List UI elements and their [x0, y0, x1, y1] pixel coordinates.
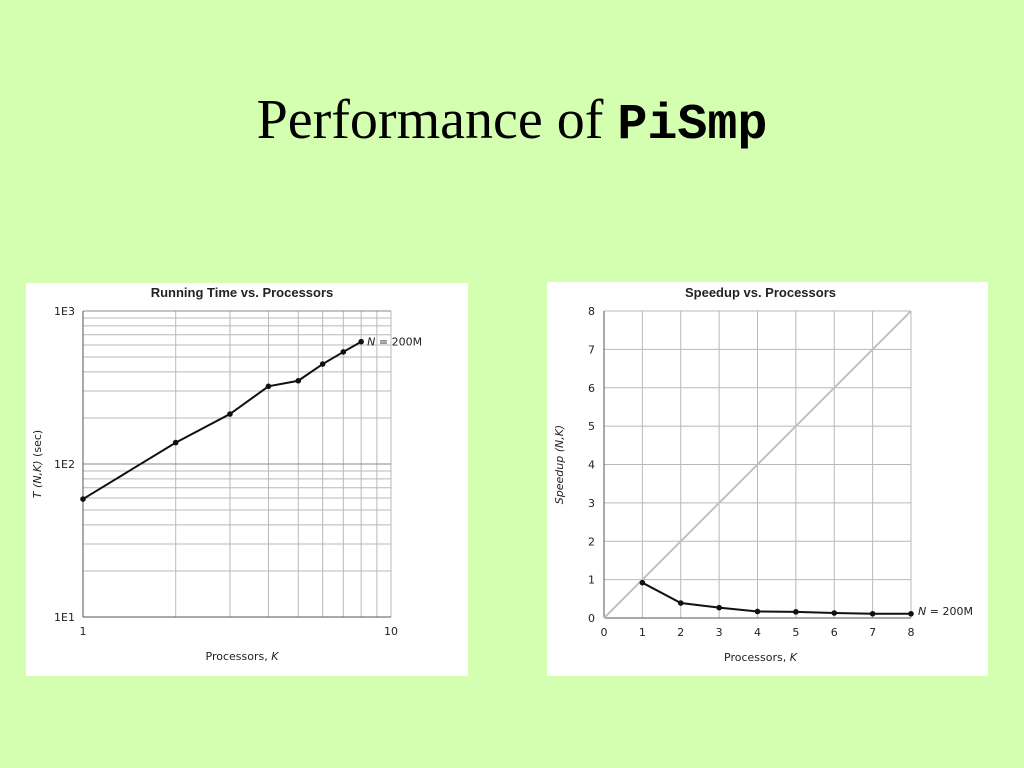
data-point	[172, 439, 179, 446]
x-tick-label: 4	[754, 626, 761, 639]
speedup-chart-panel: Speedup vs. Processors 0 1 2 3 4 5 6 7 8 0 1 2 3 4 5 6 7 8…	[547, 282, 988, 676]
data-point	[319, 361, 326, 367]
data-point	[295, 377, 302, 384]
data-point	[869, 610, 876, 617]
slide-title-code: PiSmp	[617, 97, 768, 154]
data-point	[677, 600, 684, 606]
ideal-speedup-line	[603, 310, 912, 619]
y-tick-label: 5	[588, 420, 595, 433]
speedup-chart: Speedup vs. Processors 0 1 2 3 4 5 6 7 8 0 1 2 3 4 5 6 7 8…	[553, 285, 973, 664]
data-point	[831, 610, 838, 616]
y-tick-label: 8	[588, 305, 595, 318]
x-tick-label: 3	[716, 626, 723, 639]
y-axis-label: Speedup (N,K)	[553, 425, 566, 504]
series-line	[641, 581, 911, 615]
data-point	[908, 610, 914, 617]
series-label: N = 200M	[918, 605, 973, 618]
y-tick-label: 7	[588, 343, 595, 356]
x-axis-label: Processors, K	[206, 650, 280, 663]
y-tick-label: 0	[588, 612, 595, 625]
x-tick-label: 1	[80, 625, 87, 638]
y-tick-label: 1E2	[54, 458, 75, 471]
x-tick-label: 8	[908, 626, 915, 639]
series-line	[82, 340, 362, 500]
running-time-chart-panel: Running Time vs. Processors 1E1 1E2 1E3 1 10 P…	[26, 283, 468, 676]
y-tick-label: 4	[588, 459, 595, 472]
y-axis-label: T (N,K) (sec)	[31, 430, 44, 498]
running-time-chart: Running Time vs. Processors 1E1 1E2 1E3 1 10 P…	[31, 285, 422, 663]
data-point	[227, 411, 233, 417]
x-tick-label: 7	[869, 626, 876, 639]
grid	[82, 310, 392, 618]
y-tick-label: 6	[588, 382, 595, 395]
data-point	[358, 338, 364, 345]
x-tick-label: 6	[831, 626, 838, 639]
y-tick-label: 2	[588, 535, 595, 548]
chart-title: Speedup vs. Processors	[685, 285, 836, 300]
x-tick-label: 5	[792, 626, 799, 639]
series-label: N = 200M	[367, 336, 422, 349]
x-tick-label: 1	[639, 626, 646, 639]
data-point	[754, 608, 761, 615]
y-tick-label: 1E3	[54, 305, 75, 318]
x-tick-label: 2	[677, 626, 684, 639]
data-point	[80, 496, 86, 502]
slide-title-text: Performance of	[256, 89, 618, 151]
y-tick-label: 3	[588, 497, 595, 510]
data-point	[716, 604, 722, 611]
x-tick-label: 0	[601, 626, 608, 639]
data-point	[793, 609, 799, 615]
x-axis-label: Processors, K	[724, 651, 798, 664]
data-point	[265, 383, 272, 390]
data-point	[340, 349, 347, 355]
y-tick-label: 1E1	[54, 611, 75, 624]
data-point	[639, 579, 646, 586]
x-tick-label: 10	[384, 625, 398, 638]
chart-title: Running Time vs. Processors	[151, 285, 334, 300]
slide-title: Performance of PiSmp	[0, 92, 1024, 151]
y-tick-label: 1	[588, 574, 595, 587]
